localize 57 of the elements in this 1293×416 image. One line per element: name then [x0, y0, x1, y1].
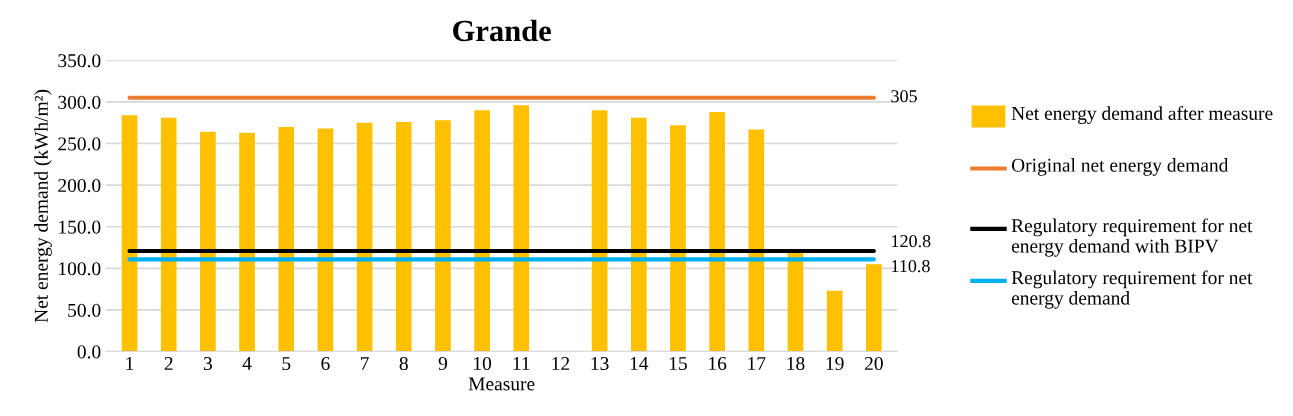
x-tick-label: 19 [826, 357, 844, 371]
legend-label: Original net energy demand [1011, 158, 1229, 176]
bar [239, 132, 255, 352]
legend-label: Regulatory requirement for net energy demand with BIPV [1011, 218, 1253, 257]
bar [474, 110, 490, 352]
y-tick-label: 0.0 [77, 345, 101, 359]
legend-label: Net energy demand after measure [1011, 106, 1273, 124]
bar [513, 105, 530, 352]
x-tick-label: 16 [709, 357, 727, 371]
x-tick-label: 18 [787, 356, 805, 371]
bar [787, 251, 804, 352]
x-tick-label: 5 [282, 357, 291, 371]
x-tick-label: 6 [321, 357, 330, 371]
x-tick-label: 1 [126, 357, 134, 370]
x-tick-label: 17 [748, 357, 766, 370]
y-tick-label: 200.0 [58, 178, 101, 193]
data-label: 110.8 [892, 260, 930, 273]
y-tick-label: 250.0 [58, 137, 101, 151]
y-tick-label: 100.0 [59, 262, 101, 276]
x-tick-label: 12 [552, 357, 570, 370]
x-tick-label: 4 [242, 357, 252, 370]
data-label: 305 [891, 90, 917, 103]
x-axis-title: Measure [468, 377, 535, 391]
chart-title: Grande [453, 19, 551, 42]
x-tick-label: 2 [164, 357, 173, 370]
x-tick-label: 7 [361, 357, 369, 370]
x-tick-label: 8 [399, 356, 408, 371]
bar [356, 122, 373, 352]
bar [748, 129, 765, 352]
bar [866, 264, 882, 352]
y-tick-label: 350.0 [58, 54, 101, 68]
bar [826, 290, 843, 352]
bar [200, 131, 216, 352]
bar [670, 125, 686, 352]
bar [160, 117, 177, 352]
y-tick-label: 300.0 [58, 95, 101, 109]
x-tick-label: 13 [591, 357, 609, 371]
y-tick-label: 50.0 [68, 303, 101, 317]
x-tick-label: 3 [203, 357, 212, 371]
bar [395, 121, 412, 352]
x-tick-label: 15 [669, 357, 687, 371]
y-tick-label: 150.0 [59, 220, 101, 234]
x-tick-label: 9 [438, 357, 447, 371]
x-tick-label: 10 [474, 356, 492, 371]
bar [317, 128, 334, 352]
bar [591, 110, 608, 352]
bar [278, 126, 295, 352]
legend-label: Regulatory requirement for net energy demand [1011, 270, 1253, 309]
data-label: 120.8 [892, 235, 931, 248]
y-axis-title: Net energy demand (kWh/m²) [34, 89, 52, 323]
bar [121, 115, 138, 352]
x-tick-label: 20 [864, 356, 883, 371]
x-tick-label: 14 [630, 357, 649, 370]
bar [709, 111, 725, 352]
bar [435, 120, 451, 352]
x-tick-label: 11 [513, 357, 530, 370]
bar [630, 117, 647, 352]
